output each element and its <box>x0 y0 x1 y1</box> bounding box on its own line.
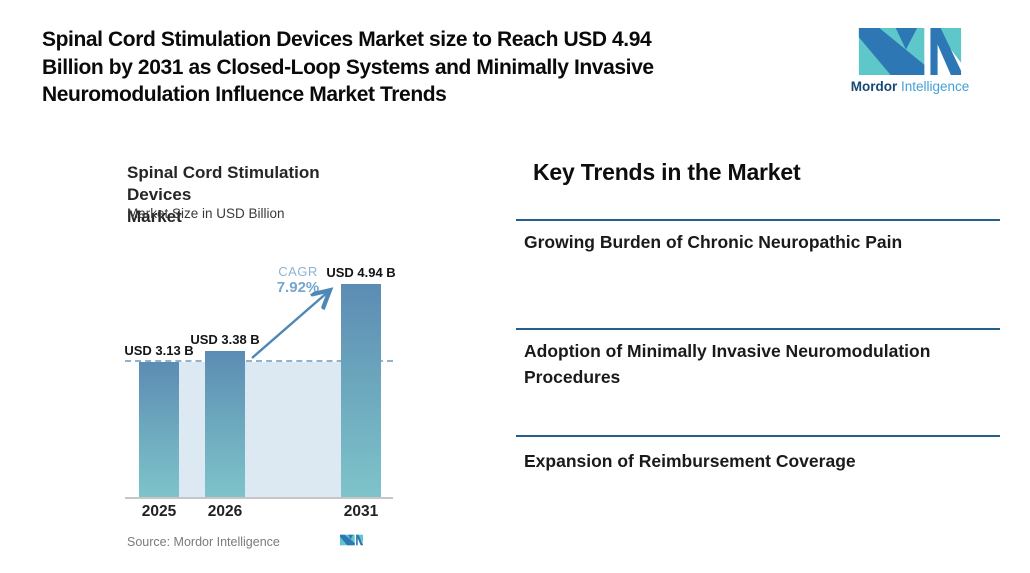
bar-value-label-2025: USD 3.13 B <box>124 343 194 358</box>
cagr-value: 7.92% <box>276 279 320 296</box>
bar-2025 <box>139 362 179 497</box>
bar-value-label-2026: USD 3.38 B <box>190 332 260 347</box>
trends-divider-2 <box>516 328 1000 330</box>
reference-band-fill <box>139 362 381 497</box>
x-tick-2026: 2026 <box>207 503 243 520</box>
mordor-footer-logo-icon <box>340 534 363 546</box>
trend-item-3: Expansion of Reimbursement Coverage <box>524 451 856 471</box>
chart-title-line-2: Market <box>127 207 182 226</box>
bar-2031 <box>341 284 381 497</box>
brand-name-bold: Mordor <box>850 79 898 94</box>
trends-divider-1 <box>516 219 1000 221</box>
cagr-label: CAGR <box>278 264 318 279</box>
chart-title: Spinal Cord Stimulation Devices Market <box>127 162 377 228</box>
page-title: Spinal Cord Stimulation Devices Market s… <box>42 26 654 109</box>
bar-chart-plot: USD 3.13 B USD 3.38 B USD 4.94 B CAGR 7.… <box>124 250 395 528</box>
brand-name: Mordor Intelligence <box>845 79 975 94</box>
page-title-line-3: Neuromodulation Influence Market Trends <box>42 83 447 106</box>
chart-title-line-1: Spinal Cord Stimulation Devices <box>127 163 320 204</box>
mordor-intelligence-logo-icon <box>858 28 962 75</box>
page-title-line-2: Billion by 2031 as Closed-Loop Systems a… <box>42 55 654 79</box>
source-attribution: Source: Mordor Intelligence <box>127 535 280 549</box>
trend-item-2: Adoption of Minimally Invasive Neuromodu… <box>524 341 931 387</box>
chart-subtitle: Market Size in USD Billion <box>127 206 285 221</box>
x-tick-2025: 2025 <box>141 503 177 520</box>
bar-value-label-2031: USD 4.94 B <box>326 265 396 280</box>
bar-2026 <box>205 351 245 497</box>
cagr-annotation: CAGR 7.92% <box>255 264 341 296</box>
x-tick-2031: 2031 <box>343 503 379 520</box>
page-title-line-1: Spinal Cord Stimulation Devices Market s… <box>42 28 652 51</box>
brand-logo: Mordor Intelligence <box>845 28 975 94</box>
trends-section-title: Key Trends in the Market <box>533 159 801 185</box>
trend-item-1: Growing Burden of Chronic Neuropathic Pa… <box>524 232 903 252</box>
reference-dashed-line <box>125 360 393 362</box>
brand-name-light: Intelligence <box>900 79 970 94</box>
x-axis-line <box>125 497 393 499</box>
trends-divider-3 <box>516 435 1000 437</box>
